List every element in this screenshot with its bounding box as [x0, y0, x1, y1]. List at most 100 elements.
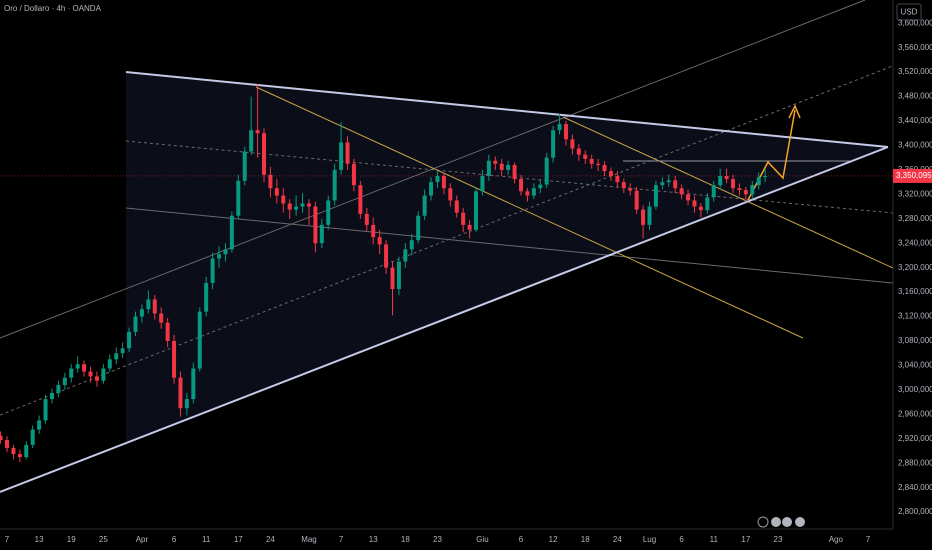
candle-body	[538, 184, 543, 189]
icon[interactable]	[771, 517, 781, 527]
candle-body	[262, 133, 266, 175]
candle-body	[139, 309, 144, 317]
candle-body	[570, 139, 575, 149]
candle-body	[88, 371, 93, 377]
candle-body	[750, 185, 755, 195]
x-tick-label: 18	[401, 535, 410, 544]
candle-body	[743, 190, 748, 195]
x-tick-label: 7	[866, 535, 871, 544]
drawings	[0, 0, 896, 493]
triangle-top	[125, 71, 889, 148]
event-icons	[757, 516, 805, 528]
candle-body	[358, 185, 363, 214]
candle-body	[634, 190, 639, 210]
y-tick-label: 2,920,000	[898, 434, 932, 443]
candle-body	[94, 376, 99, 381]
y-tick-label: 2,960,000	[898, 409, 932, 418]
y-tick-label: 3,080,000	[898, 336, 932, 345]
candle-body	[127, 331, 132, 349]
candle-body	[204, 282, 209, 312]
currency: USD	[901, 8, 918, 17]
x-tick-label: 18	[581, 535, 590, 544]
candle-body	[217, 254, 222, 259]
candle-body	[576, 148, 581, 155]
candle-body	[480, 176, 485, 192]
candle-body	[11, 447, 16, 455]
candle-body	[608, 171, 613, 176]
icon[interactable]	[782, 517, 792, 527]
y-tick-label: 3,000,000	[898, 385, 932, 394]
candle-body	[486, 160, 491, 176]
candle-body	[544, 157, 549, 185]
time-axis	[0, 529, 932, 550]
candle-body	[531, 188, 536, 196]
candle-body	[371, 224, 376, 238]
y-tick-label: 3,320,000	[898, 189, 932, 198]
x-tick-label: 19	[67, 535, 76, 544]
candles	[0, 84, 768, 462]
x-tick-label: Mag	[301, 535, 317, 544]
candle-body	[435, 176, 440, 183]
candle-body	[666, 180, 671, 183]
x-tick-label: 23	[433, 535, 442, 544]
x-tick-label: 17	[741, 535, 750, 544]
projection-arrow	[788, 104, 801, 119]
candle-body	[5, 440, 9, 448]
triangle-bottom	[0, 146, 889, 493]
x-tick-label: 6	[519, 535, 524, 544]
candle-body	[114, 353, 119, 360]
candle-body	[692, 200, 697, 207]
candle-body	[306, 203, 311, 207]
candle-body	[56, 385, 61, 393]
y-tick-label: 3,120,000	[898, 312, 932, 321]
candle-body	[24, 444, 29, 458]
y-tick-label: 3,040,000	[898, 361, 932, 370]
candle-body	[615, 176, 620, 183]
candle-body	[686, 194, 691, 201]
yellow-trend	[255, 86, 804, 339]
icon[interactable]	[757, 516, 769, 528]
candle-body	[763, 175, 768, 178]
x-tick-label: 17	[234, 535, 243, 544]
candle-body	[133, 316, 138, 332]
currency-box[interactable]	[896, 3, 922, 21]
candle-body	[731, 179, 736, 189]
candle-body	[172, 341, 177, 378]
y-tick-label: 3,560,000	[898, 43, 932, 52]
candle-body	[229, 215, 234, 250]
candle-body	[679, 188, 684, 195]
candle-body	[197, 311, 202, 369]
x-tick-label: 23	[774, 535, 783, 544]
candle-body	[673, 180, 678, 189]
candle-body	[718, 176, 723, 186]
candle-body	[30, 429, 35, 445]
candle-body	[454, 200, 459, 213]
candle-body	[429, 182, 434, 196]
chart-title: Oro / Dollaro · 4h · OANDA	[4, 4, 102, 13]
candle-body	[184, 399, 189, 409]
y-tick-label: 2,840,000	[898, 483, 932, 492]
lower-parallel	[125, 207, 894, 284]
candle-body	[698, 206, 703, 211]
candle-body	[37, 420, 42, 430]
x-tick-label: 13	[369, 535, 378, 544]
x-tick-label: 24	[613, 535, 622, 544]
x-tick-label: 7	[339, 535, 344, 544]
candle-body	[647, 206, 652, 225]
candle-body	[705, 197, 710, 211]
candle-body	[506, 165, 511, 170]
candle-body	[49, 392, 54, 400]
candle-body	[326, 200, 331, 225]
candle-body	[268, 174, 273, 189]
icon[interactable]	[795, 517, 805, 527]
y-tick-label: 3,600,000	[898, 18, 932, 27]
y-tick-label: 3,240,000	[898, 238, 932, 247]
y-tick-label: 3,480,000	[898, 92, 932, 101]
candle-body	[621, 182, 626, 189]
candle-body	[461, 212, 466, 225]
x-tick-label: Ago	[829, 535, 844, 544]
x-tick-label: Apr	[136, 535, 149, 544]
candle-body	[0, 435, 3, 440]
x-tick-label: 11	[710, 535, 719, 544]
